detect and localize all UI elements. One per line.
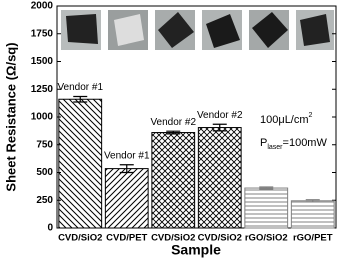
error-bar — [259, 186, 274, 190]
bar-note: Vendor #2 — [150, 117, 196, 128]
x-tick-label: CVD/SiO2 — [58, 233, 102, 244]
bar — [290, 200, 335, 229]
error-bar — [119, 164, 134, 174]
y-tick-label: 2000 — [31, 1, 54, 12]
x-tick-label: rGO/SiO2 — [245, 233, 288, 244]
error-bar — [305, 199, 320, 203]
bar-note: Vendor #1 — [104, 150, 150, 161]
y-axis-title: Sheet Resistance (Ω/sq) — [3, 42, 18, 191]
sample-photos — [61, 10, 334, 50]
bar — [197, 127, 242, 229]
bar — [58, 98, 103, 229]
bar — [244, 187, 289, 229]
x-tick-label: CVD/SiO2 — [198, 233, 242, 244]
y-tick-label: 1750 — [31, 28, 54, 39]
y-tick-label: 500 — [36, 167, 53, 178]
y-tick-label: 1000 — [31, 112, 54, 123]
bar-note: Vendor #1 — [57, 82, 103, 93]
y-tick-label: 750 — [36, 139, 53, 150]
x-tick-label: rGO/PET — [293, 233, 333, 244]
condition-density: 100μL/cm2 — [260, 112, 313, 126]
x-tick-label: CVD/PET — [106, 233, 147, 244]
bar — [104, 168, 149, 229]
y-tick-label: 1500 — [31, 56, 54, 67]
y-tick-label: 0 — [47, 223, 53, 234]
y-tick-label: 250 — [36, 195, 53, 206]
condition-power: Plaser=100mW — [260, 137, 327, 151]
x-tick-label: CVD/SiO2 — [151, 233, 195, 244]
error-bar — [212, 123, 227, 132]
error-bar — [166, 130, 181, 135]
bar — [151, 132, 196, 229]
y-tick-label: 1250 — [31, 84, 54, 95]
bar-note: Vendor #2 — [197, 110, 243, 121]
error-bar — [73, 95, 88, 103]
x-axis-title: Sample — [171, 242, 221, 258]
